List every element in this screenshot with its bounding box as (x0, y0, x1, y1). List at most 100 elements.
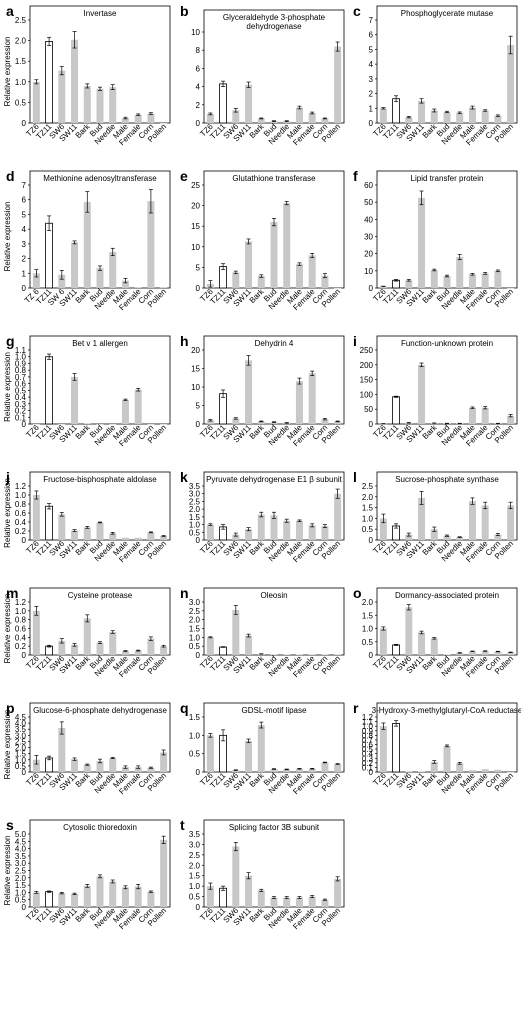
bar-corn (321, 526, 329, 540)
bar-tz11 (392, 644, 400, 656)
bar-male (468, 501, 476, 540)
bar-needle (283, 769, 291, 772)
y-tick-label: 0.5 (15, 896, 27, 905)
y-tick-label: 0 (22, 284, 27, 293)
panel-letter: g (6, 333, 15, 349)
bar-female (481, 769, 489, 772)
bar-tz6 (206, 524, 214, 540)
bar-needle (109, 424, 117, 425)
bar-tz6 (206, 886, 214, 907)
chart-title: Invertase (84, 9, 117, 18)
y-tick-label: 30 (364, 233, 373, 242)
bar-bud (270, 769, 278, 772)
bar-tz11 (45, 505, 53, 541)
y-tick-label: 10 (191, 28, 200, 37)
y-tick-label: 1.0 (15, 888, 27, 897)
y-tick-label: 0 (196, 119, 201, 128)
y-tick-label: 1.2 (362, 713, 374, 722)
bar-pollen (334, 421, 342, 424)
bar-corn (494, 534, 502, 540)
y-tick-label: 1.5 (189, 713, 201, 722)
bar-needle (109, 251, 117, 288)
y-tick-label: 1.0 (362, 625, 374, 634)
y-tick-label: 0.2 (15, 642, 27, 651)
y-tick-label: 2.0 (189, 616, 201, 625)
bar-bark (430, 269, 438, 288)
y-tick-label: 3.0 (189, 490, 201, 499)
bar-pollen (507, 288, 515, 289)
bar-bud (270, 422, 278, 424)
bar-bud (443, 535, 451, 540)
y-tick-label: 3.0 (189, 840, 201, 849)
bar-male (121, 118, 129, 123)
y-tick-label: 0 (196, 420, 201, 429)
bar-corn (147, 424, 155, 425)
bar-corn (494, 115, 502, 123)
bar-male (121, 887, 129, 907)
y-tick-label: 2.5 (189, 851, 201, 860)
y-tick-label: 1.0 (189, 731, 201, 740)
panel-letter: n (180, 585, 189, 601)
bar-bark (83, 423, 91, 424)
y-tick-label: 0.5 (189, 642, 201, 651)
panel-letter: t (180, 817, 185, 833)
y-tick-label: 0.3 (15, 400, 27, 409)
bar-bark (83, 618, 91, 655)
y-tick-label: 40 (364, 215, 373, 224)
bar-sw6 (405, 607, 413, 655)
y-tick-label: 7 (22, 181, 27, 190)
bar-male (468, 651, 476, 655)
panel-letter: m (6, 585, 18, 601)
y-tick-label: 1.0 (15, 491, 27, 500)
bar-bud (270, 897, 278, 907)
bar-male (295, 264, 303, 288)
y-tick-label: 0.3 (362, 754, 374, 763)
chart-title: 3-Hydroxy-3-methylglutaryl-CoA reductase (372, 706, 521, 715)
bar-sw11 (245, 241, 253, 288)
chart-title: Sucrose-phosphate synthase (395, 475, 499, 484)
bar-bud (270, 222, 278, 288)
y-tick-label: 15 (191, 365, 200, 374)
bar-pollen (507, 505, 515, 540)
y-tick-label: 5 (196, 263, 201, 272)
bar-tz6 (206, 637, 214, 655)
panel-letter: f (353, 168, 358, 184)
bar-sw11 (71, 644, 79, 655)
y-tick-label: 0.8 (15, 366, 27, 375)
bar-sw6 (232, 846, 240, 907)
bar-sw6 (232, 770, 240, 772)
bar-male (295, 654, 303, 655)
y-tick-label: 0.5 (189, 750, 201, 759)
y-tick-label: 0 (22, 536, 27, 545)
y-tick-label: 1.5 (189, 625, 201, 634)
y-tick-label: 0.5 (362, 638, 374, 647)
y-tick-label: 1.0 (189, 882, 201, 891)
panel-d: d Methionine adenosyltransferase 0 1 2 3 4 5 6 7 R… (3, 168, 171, 312)
y-tick-label: 4.5 (15, 713, 27, 722)
y-tick-label: 8 (196, 46, 201, 55)
y-tick-label: 4 (369, 60, 374, 69)
bar-bark (430, 529, 438, 540)
y-tick-label: 7 (369, 16, 374, 25)
y-tick-label: 1.1 (362, 718, 374, 727)
bar-pollen (160, 646, 168, 655)
bar-sw6 (58, 728, 66, 772)
bar-bark (257, 890, 265, 907)
bar-male (121, 767, 129, 772)
y-tick-label: 1.0 (189, 633, 201, 642)
bar-male (295, 520, 303, 540)
y-tick-label: 1.1 (15, 346, 27, 355)
y-tick-label: 5 (22, 210, 27, 219)
bar-needle (456, 257, 464, 288)
bar-corn (494, 651, 502, 655)
bar-tz6 (206, 735, 214, 772)
bar-sw11 (418, 197, 426, 288)
bar-male (295, 768, 303, 772)
bar-pollen (160, 123, 168, 124)
y-tick-label: 0 (369, 536, 374, 545)
chart-title: Oleosin (260, 591, 287, 600)
y-axis-label: Relative expression (3, 352, 12, 422)
bar-bud (96, 642, 104, 655)
bar-tz11 (392, 723, 400, 773)
y-tick-label: 6 (196, 64, 201, 73)
